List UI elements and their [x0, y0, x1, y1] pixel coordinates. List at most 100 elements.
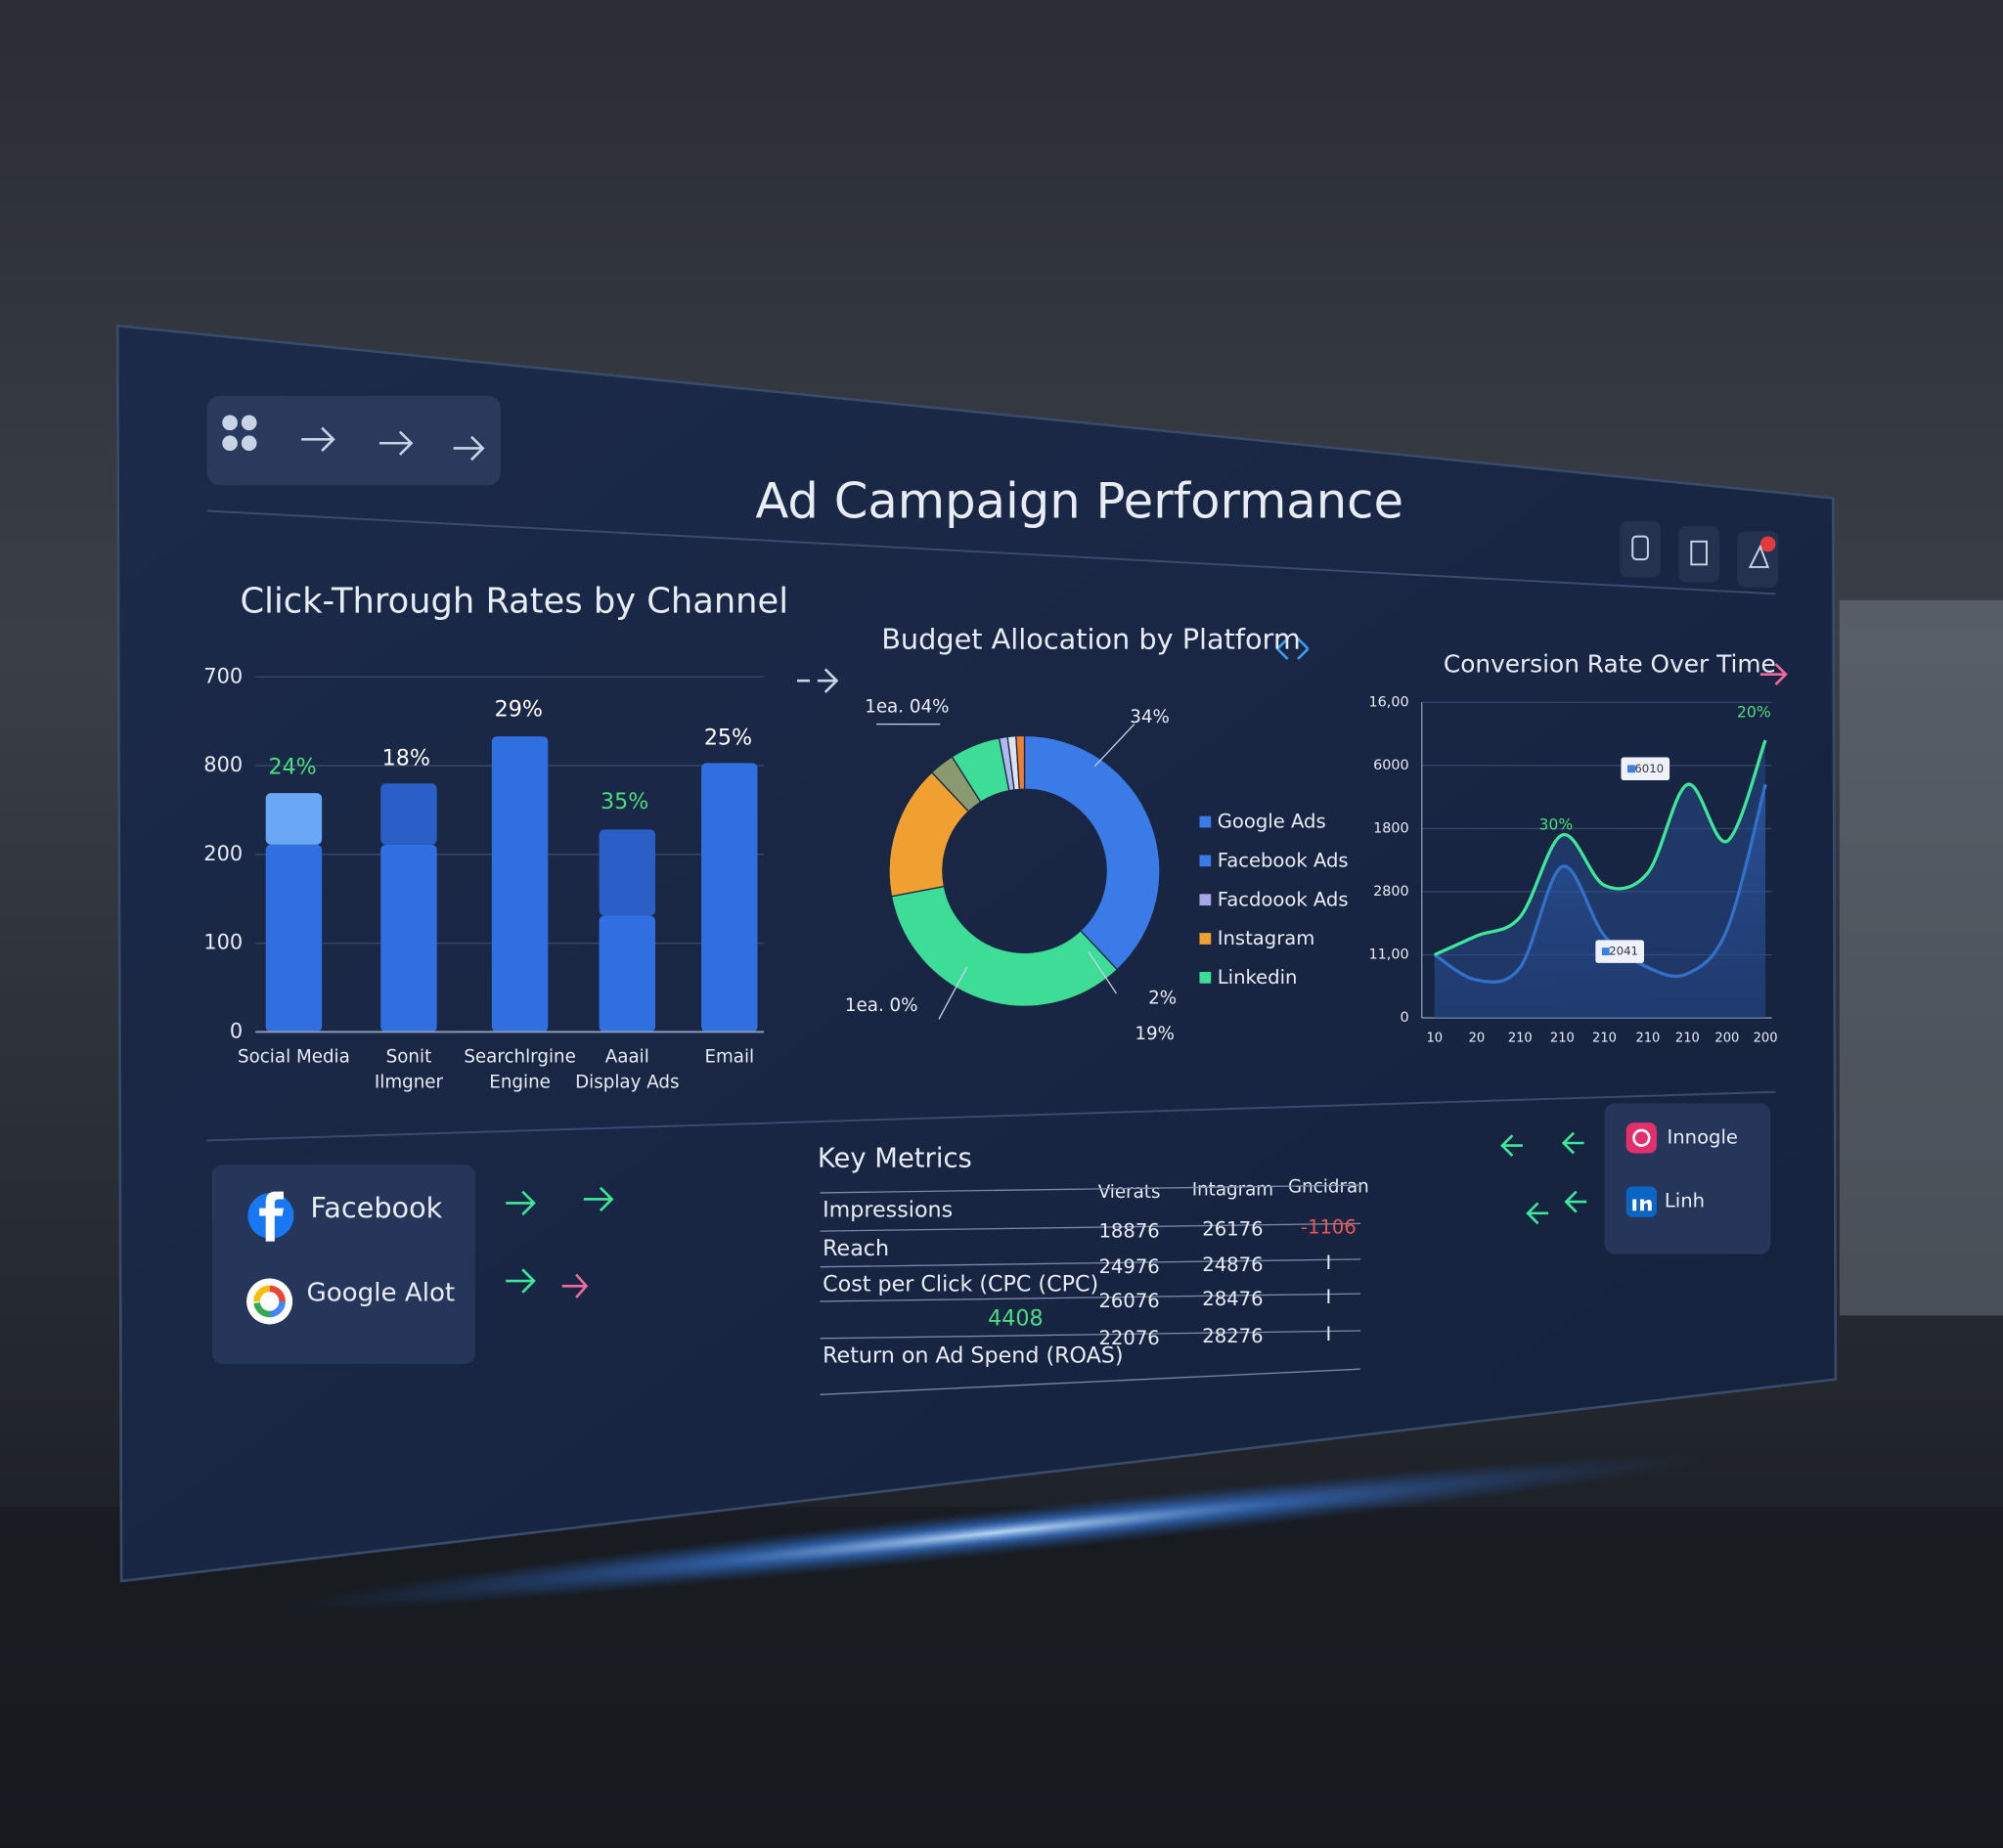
legend-swatch [1199, 815, 1212, 828]
legend-swatch [1199, 894, 1212, 906]
table-cell: 22076 [1098, 1327, 1159, 1349]
header-buttons[interactable] [1620, 520, 1779, 588]
x-tick-label: 200 [1714, 1031, 1739, 1045]
pie-annotation: 1ea. 04% [865, 697, 949, 718]
window-light [1839, 599, 2003, 1316]
x-tick-label: 20 [1469, 1031, 1486, 1045]
value-tag-label: 6010 [1634, 762, 1664, 775]
table-rule [820, 1222, 1361, 1232]
pie-slice [1015, 734, 1026, 791]
table-header: Gncidran [1288, 1177, 1369, 1198]
platform-name[interactable]: Google Alot [306, 1279, 455, 1308]
y-tick-label: 100 [203, 931, 243, 954]
bar [599, 915, 656, 1033]
table-value: 4408 [988, 1306, 1043, 1332]
app-icon[interactable] [222, 415, 257, 452]
series-area [1434, 740, 1766, 1018]
table-cell: 26176 [1202, 1217, 1263, 1240]
pie-annotation: 2% [1148, 988, 1177, 1008]
legend-label: Linkedin [1218, 966, 1298, 989]
google-ring [253, 1285, 286, 1318]
platform-name[interactable]: Innogle [1667, 1125, 1737, 1148]
platform-name[interactable]: Facebook [310, 1191, 442, 1224]
leader-line [1093, 724, 1135, 768]
bar [265, 793, 323, 845]
bar [491, 736, 549, 1033]
table-cell: 26076 [1098, 1290, 1159, 1312]
x-tick-label: 200 [1754, 1031, 1778, 1045]
google-ring [253, 1285, 286, 1318]
x-tick-label: 210 [1675, 1031, 1700, 1045]
x-tick-label: 210 [1550, 1031, 1575, 1045]
table-cell: I [1325, 1252, 1331, 1274]
bar [380, 844, 437, 1033]
linkedin-glyph [1632, 1199, 1637, 1211]
leader-line [1088, 950, 1118, 994]
bar-annotation: 35% [601, 789, 648, 814]
x-tick-label: 10 [1426, 1031, 1443, 1045]
x-tick-label: Email [704, 1046, 754, 1067]
line-annotation: 30% [1538, 814, 1573, 833]
pie-slice [890, 885, 1119, 1007]
chart-title: Click-Through Rates by Channel [241, 582, 788, 622]
legend-swatch [1199, 855, 1212, 867]
value-tag [1621, 757, 1670, 781]
pie-annotation: 34% [1130, 707, 1170, 727]
x-tick-label: 210 [1592, 1031, 1617, 1045]
table-row-label: Cost per Click (CPC (CPC) [823, 1271, 1098, 1297]
table-cell: 18876 [1098, 1219, 1159, 1242]
legend-label: Google Ads [1218, 811, 1326, 833]
bar-annotation: 24% [268, 755, 316, 780]
x-tick-label: Searchlrgine [464, 1046, 576, 1067]
table-cell: -1106 [1301, 1215, 1357, 1238]
table-header: Intagram [1192, 1179, 1273, 1200]
value-tag-dot [1627, 765, 1635, 773]
bar [380, 783, 437, 845]
y-tick-label: 11,00 [1369, 946, 1409, 962]
x-tick-label: 210 [1635, 1031, 1660, 1045]
table-cell: 24976 [1098, 1255, 1159, 1278]
series-line [1434, 739, 1767, 956]
y-tick-label: 0 [230, 1019, 243, 1042]
google-icon [246, 1278, 293, 1325]
x-tick-label: Sonit [386, 1046, 432, 1067]
chart-title: Budget Allocation by Platform [881, 623, 1301, 656]
toolbar-arrows[interactable] [301, 426, 485, 462]
bar [599, 829, 656, 916]
instagram-icon [1625, 1122, 1658, 1154]
x-tick-label: 210 [1508, 1031, 1533, 1045]
decor-arrows[interactable] [506, 638, 1788, 1298]
y-tick-label: 1800 [1373, 820, 1409, 836]
bar [265, 844, 323, 1033]
legend-label: Facebook Ads [1218, 850, 1349, 872]
y-tick-label: 2800 [1373, 884, 1409, 900]
y-tick-label: 800 [203, 753, 243, 776]
x-tick-label: Display Ads [575, 1073, 679, 1093]
bar-annotation: 29% [495, 697, 543, 723]
platform-name[interactable]: Linh [1665, 1190, 1705, 1212]
table-rule [820, 1330, 1361, 1340]
bar [701, 763, 758, 1033]
series-area [1434, 784, 1766, 1018]
value-tag [1595, 940, 1644, 963]
y-tick-label: 16,00 [1369, 694, 1409, 710]
linkedin-glyph [1640, 1199, 1652, 1211]
table-cell: 28476 [1202, 1288, 1263, 1310]
x-tick-label: Aaail [605, 1046, 649, 1067]
legend-label: Facdoook Ads [1218, 888, 1349, 910]
pie-annotation: 19% [1135, 1024, 1175, 1044]
legend-swatch [1199, 933, 1212, 945]
y-tick-label: 0 [1401, 1010, 1409, 1026]
line-annotation: 20% [1737, 702, 1771, 721]
x-tick-label: Ilmgner [375, 1073, 444, 1093]
table-row-label: Return on Ad Spend (ROAS) [823, 1343, 1123, 1369]
toolbar[interactable] [206, 395, 501, 486]
y-tick-label: 700 [203, 664, 243, 687]
floor [0, 1507, 2003, 1848]
table-cell: I [1325, 1323, 1331, 1345]
value-tag-label: 2041 [1609, 945, 1638, 958]
instagram-glyph [1632, 1128, 1651, 1147]
legend-swatch [1199, 971, 1212, 984]
page-title: Ad Campaign Performance [755, 472, 1403, 529]
